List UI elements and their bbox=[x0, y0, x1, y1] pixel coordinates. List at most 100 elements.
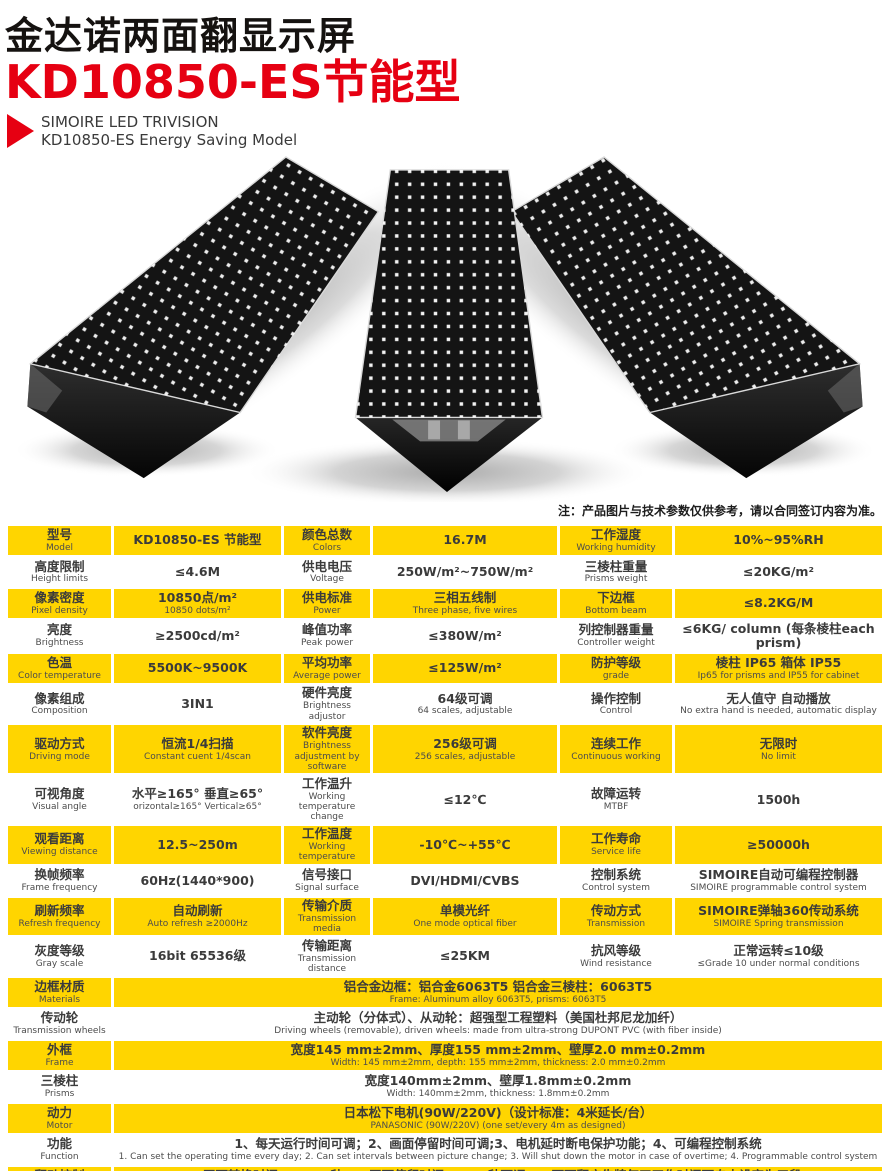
spec-text-en: SIMOIRE Spring transmission bbox=[713, 918, 844, 929]
spec-text-cn: 硬件亮度 bbox=[301, 685, 352, 701]
spec-text-cn: 连续工作 bbox=[590, 735, 641, 751]
spec-text-cn: 像素组成 bbox=[34, 690, 85, 706]
spec-text-cn: 信号接口 bbox=[301, 867, 352, 883]
table-row: 观看距离 Viewing distance 12.5~250m 工作温度 Working… bbox=[8, 826, 882, 864]
reference-note: 注：产品图片与技术参数仅供参考，请以合同签订内容为准。 bbox=[557, 504, 882, 519]
spec-value: SIMOIRE弹轴360传动系统 SIMOIRE Spring transmiss… bbox=[675, 897, 882, 936]
spec-value: ≥2500cd/m² bbox=[114, 620, 281, 652]
spec-label: 颜色总数 Colors bbox=[284, 526, 370, 556]
spec-label: 像素密度 Pixel density bbox=[8, 589, 111, 619]
spec-label: 控制系统 Control system bbox=[560, 866, 672, 896]
table-row: 功能 Function 1、每天运行时间可调；2、画面停留时间可调;3、电机延时断电… bbox=[8, 1135, 882, 1165]
spec-text-cn: 主动轮（分体式）、从动轮：超强型工程塑料（美国杜邦尼龙加纤） bbox=[313, 1010, 683, 1026]
spec-label: 观看距离 Viewing distance bbox=[8, 826, 111, 864]
prism-center bbox=[354, 169, 544, 493]
page-title-model: KD10850-ES节能型 bbox=[5, 55, 461, 110]
spec-text-cn: 颜色总数 bbox=[301, 527, 352, 543]
spec-text-cn: 像素密度 bbox=[34, 590, 85, 606]
spec-value: 宽度140mm±2mm、壁厚1.8mm±0.2mm Width: 140mm±2m… bbox=[114, 1072, 882, 1102]
prism-left bbox=[27, 156, 380, 479]
spec-text-en: 64 scales, adjustable bbox=[417, 706, 513, 717]
spec-text-cn: 棱柱 IP65 箱体 IP55 bbox=[715, 654, 842, 670]
spec-text-cn: -10℃~+55℃ bbox=[419, 836, 511, 852]
table-row: 翻动控制Rotation 1、画面转换时间：10-30秒;2、画面停留时间：1-9… bbox=[8, 1166, 882, 1171]
spec-text-en: Signal surface bbox=[295, 883, 359, 894]
spec-label: 工作温度 Working temperature bbox=[284, 826, 370, 864]
spec-text-en: Height limits bbox=[30, 574, 89, 585]
spec-text-en: Frame: Aluminum alloy 6063T5, prisms: 60… bbox=[389, 994, 607, 1005]
table-row: 色温 Color temperature 5500K~9500K 平均功率 Averag… bbox=[8, 653, 882, 683]
spec-text-en: Transmission media bbox=[297, 913, 357, 935]
spec-value: 铝合金边框：铝合金6063T5 铝合金三棱柱：6063T5 Frame: Alum… bbox=[114, 977, 882, 1007]
spec-label: 列控制器重量 Controller weight bbox=[560, 620, 672, 652]
spec-label: 外框 Frame bbox=[8, 1040, 111, 1070]
spec-text-cn: 3IN1 bbox=[181, 695, 214, 711]
spec-text-cn: 功能 bbox=[46, 1136, 72, 1152]
spec-text-cn: ≥50000h bbox=[747, 836, 810, 852]
spec-value: 棱柱 IP65 箱体 IP55 Ip65 for prisms and IP55 … bbox=[675, 653, 882, 683]
spec-text-cn: 无人值守 自动播放 bbox=[726, 690, 831, 706]
spec-text-en: Function bbox=[40, 1152, 79, 1163]
spec-value: 日本松下电机(90W/220V)（设计标准：4米延长/台） PANASONIC (… bbox=[114, 1103, 882, 1133]
spec-text-cn: 1、画面转换时间：10-30秒;2、画面停留时间：1-99秒可调;3、两面翻广告… bbox=[182, 1168, 814, 1171]
spec-text-en: Bottom beam bbox=[585, 605, 647, 616]
spec-text-cn: 工作温度 bbox=[301, 826, 352, 842]
spec-text-cn: 工作温升 bbox=[301, 775, 352, 791]
spec-value: 60Hz(1440*900) bbox=[114, 866, 281, 896]
spec-text-cn: 单模光纤 bbox=[439, 902, 490, 918]
spec-text-en: Working humidity bbox=[576, 542, 656, 553]
spec-value: ≤6KG/ column (每条棱柱each prism) bbox=[675, 620, 882, 652]
spec-text-cn: 铝合金边框：铝合金6063T5 铝合金三棱柱：6063T5 bbox=[343, 978, 653, 994]
spec-text-en: Composition bbox=[31, 706, 88, 717]
spec-text-cn: ≤8.2KG/M bbox=[743, 595, 814, 611]
spec-text-cn: 三棱柱重量 bbox=[584, 558, 648, 574]
spec-label: 峰值功率 Peak power bbox=[284, 620, 370, 652]
spec-text-cn: 刷新频率 bbox=[34, 902, 85, 918]
spec-label: 像素组成 Composition bbox=[8, 685, 111, 723]
spec-text-en: Peak power bbox=[300, 638, 354, 649]
spec-value: 三相五线制 Three phase, five wires bbox=[373, 589, 557, 619]
spec-text-cn: SIMOIRE自动可编程控制器 bbox=[698, 867, 859, 883]
spec-text-en: Service life bbox=[591, 847, 641, 858]
spec-text-en: Transmission bbox=[586, 918, 646, 929]
spec-value: ≤12℃ bbox=[373, 775, 557, 824]
spec-text-cn: 亮度 bbox=[46, 622, 72, 638]
spec-text-en: Width: 140mm±2mm, thickness: 1.8mm±0.2mm bbox=[386, 1089, 610, 1100]
spec-text-cn: ≤4.6M bbox=[174, 563, 221, 579]
spec-text-en: Brightness bbox=[35, 638, 84, 649]
spec-value: 10%~95%RH bbox=[675, 526, 882, 556]
page-header: 金达诺两面翻显示屏 KD10850-ES节能型 SIMOIRE LED TRIV… bbox=[0, 0, 890, 150]
spec-text-cn: 256级可调 bbox=[433, 735, 497, 751]
spec-value: ≤25KM bbox=[373, 937, 557, 976]
spec-label: 功能 Function bbox=[8, 1135, 111, 1165]
spec-text-cn: 故障运转 bbox=[590, 786, 641, 802]
spec-text-cn: DVI/HDMI/CVBS bbox=[410, 872, 520, 888]
spec-value: -10℃~+55℃ bbox=[373, 826, 557, 864]
spec-text-en: Transmission distance bbox=[297, 953, 357, 975]
spec-text-cn: ≥2500cd/m² bbox=[155, 627, 240, 643]
spec-text-cn: 传输介质 bbox=[301, 897, 352, 913]
spec-text-cn: 高度限制 bbox=[34, 558, 85, 574]
spec-label: 下边框 Bottom beam bbox=[560, 589, 672, 619]
spec-value: 恒流1/4扫描 Constant cuent 1/4scan bbox=[114, 725, 281, 774]
product-image bbox=[0, 152, 890, 507]
spec-text-en: 256 scales, adjustable bbox=[414, 751, 516, 762]
spec-text-cn: 供电标准 bbox=[301, 590, 352, 606]
spec-text-cn: ≤6KG/ column (每条棱柱each prism) bbox=[682, 620, 875, 650]
spec-value: 16.7M bbox=[373, 526, 557, 556]
spec-text-en: ≤Grade 10 under normal conditions bbox=[697, 958, 860, 969]
spec-text-cn: 平均功率 bbox=[301, 654, 352, 670]
table-row: 换帧频率 Frame frequency 60Hz(1440*900) 信号接口 Sig… bbox=[8, 866, 882, 896]
spec-value: ≤380W/m² bbox=[373, 620, 557, 652]
spec-text-cn: 12.5~250m bbox=[157, 836, 238, 852]
table-row: 灰度等级 Gray scale 16bit 65536级 传输距离 Transmissi… bbox=[8, 937, 882, 976]
table-row: 像素组成 Composition 3IN1 硬件亮度 Brightness adjust… bbox=[8, 685, 882, 723]
spec-text-cn: 软件亮度 bbox=[301, 725, 352, 741]
spec-text-cn: 供电电压 bbox=[301, 558, 352, 574]
spec-text-cn: 下边框 bbox=[597, 590, 635, 606]
spec-label: 可视角度 Visual angle bbox=[8, 775, 111, 824]
spec-text-en: Control bbox=[599, 706, 633, 717]
spec-text-cn: 10850点/m² bbox=[157, 590, 238, 606]
spec-text-cn: 64级可调 bbox=[437, 690, 493, 706]
